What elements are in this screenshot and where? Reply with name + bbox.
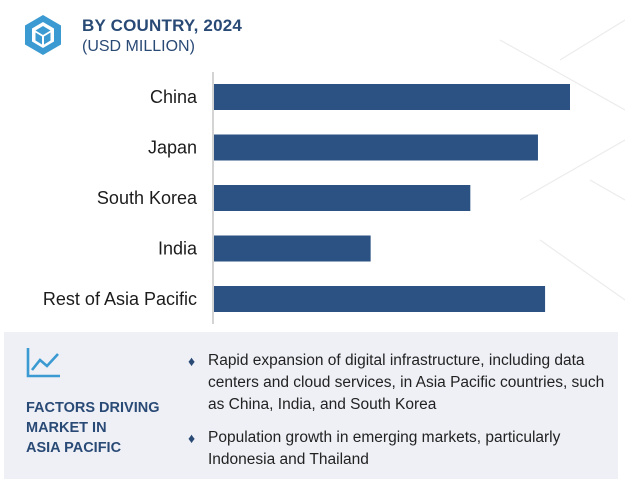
list-item: ♦ Rapid expansion of digital infrastruct…: [188, 350, 608, 416]
category-label: India: [158, 239, 198, 259]
category-label: Rest of Asia Pacific: [43, 289, 197, 309]
factors-title-line: FACTORS DRIVING: [26, 400, 160, 416]
diamond-bullet-icon: ♦: [188, 353, 196, 369]
factors-title: FACTORS DRIVING MARKET IN ASIA PACIFIC: [26, 398, 159, 458]
category-label: Japan: [148, 138, 197, 158]
bar-japan: [214, 134, 538, 161]
category-label: China: [150, 87, 198, 107]
chart-subtitle: (USD MILLION): [82, 38, 195, 55]
factors-list: ♦ Rapid expansion of digital infrastruct…: [188, 350, 608, 482]
chart-header: BY COUNTRY, 2024 (USD MILLION): [22, 12, 422, 62]
bar-china: [214, 84, 570, 110]
factors-title-line: MARKET IN: [26, 420, 107, 436]
bar-india: [214, 235, 371, 262]
bar-rest-of-asia-pacific: [214, 286, 546, 312]
bar-chart: China Japan South Korea India Rest of Asia P…: [43, 72, 570, 324]
diamond-bullet-icon: ♦: [188, 430, 196, 446]
trend-chart-icon: [26, 348, 60, 378]
bar-south-korea: [214, 185, 471, 211]
factors-title-line: ASIA PACIFIC: [26, 440, 122, 456]
cube-logo-icon: [25, 15, 61, 55]
factors-panel: FACTORS DRIVING MARKET IN ASIA PACIFIC ♦…: [4, 332, 618, 479]
list-item-text: Rapid expansion of digital infrastructur…: [208, 352, 605, 413]
list-item: ♦ Population growth in emerging markets,…: [188, 427, 608, 471]
chart-title: BY COUNTRY, 2024: [82, 16, 243, 35]
category-label: South Korea: [97, 188, 198, 208]
list-item-text: Population growth in emerging markets, p…: [208, 429, 561, 468]
